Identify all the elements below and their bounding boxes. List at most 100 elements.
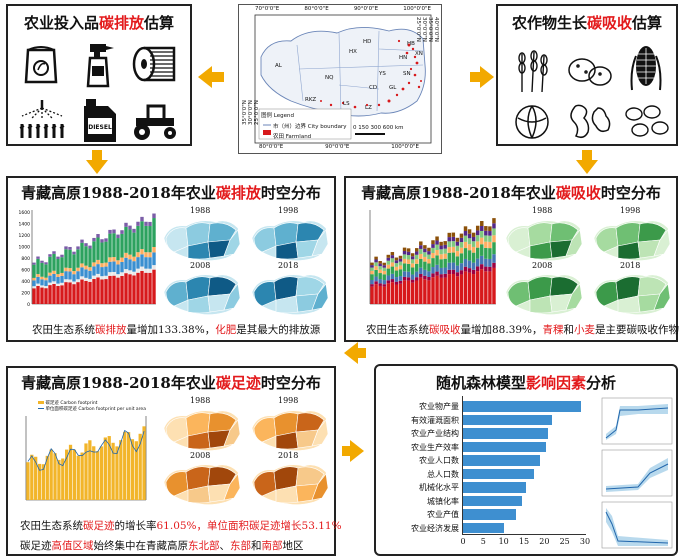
footprint-legend: 碳足迹 Carbon footprint 单位面积碳足迹 Carbon foot…: [38, 400, 146, 412]
emission-bar-segment: [120, 257, 124, 262]
absorption-year-2008: 2008: [532, 261, 553, 270]
absorption-bar-segment: [467, 268, 472, 273]
absorption-bar-segment: [471, 236, 476, 242]
footprint-bar: [126, 432, 131, 500]
potato-icon: [568, 58, 612, 86]
absorption-bar-segment: [394, 281, 399, 285]
emission-bar-segment: [136, 252, 140, 258]
absorption-bar-segment: [406, 251, 411, 256]
emission-bar-segment: [36, 283, 40, 286]
tractor-icon: [134, 104, 176, 140]
emission-bar-segment: [128, 254, 132, 260]
absorption-bar-segment: [488, 235, 492, 242]
absorption-bar-segment: [423, 261, 427, 270]
absorption-map: [505, 274, 583, 315]
emission-bar-segment: [92, 241, 96, 263]
absorption-bar-segment: [390, 266, 395, 274]
emission-bar-segment: [128, 225, 132, 230]
emission-panel-title: 青藏高原1988-2018年农业碳排放时空分布: [21, 184, 321, 202]
absorption-bar-segment: [394, 263, 399, 267]
absorption-bar-segment: [374, 259, 378, 263]
wheat-icon: [518, 50, 548, 93]
footprint-legend-2: 单位面积碳足迹 Carbon footprint per unit area: [38, 406, 146, 412]
absorption-bar-segment: [488, 266, 492, 272]
rf-x-tick-label: 0: [460, 537, 466, 546]
absorption-bar-segment: [492, 218, 496, 224]
absorption-bar-segment: [419, 245, 423, 249]
emission-maps: 1988 1998 2008 2018: [160, 206, 332, 316]
emission-bar-segment: [36, 274, 40, 277]
region-label-xn: XN: [415, 51, 423, 57]
absorption-bar-segment: [480, 244, 484, 256]
emission-map: [251, 220, 329, 261]
emission-bar-segment: [68, 249, 72, 269]
emission-bar-segment: [136, 272, 140, 304]
absorption-bar-segment: [406, 271, 411, 278]
map-left-ticks: 35°0'0"N 30°0'0"N 25°0'0"N: [242, 25, 260, 125]
absorption-bar-segment: [382, 265, 386, 268]
rf-importance-bar: [463, 495, 522, 506]
emission-bar-segment: [44, 286, 48, 289]
emission-bar-segment: [104, 279, 108, 304]
footprint-bar: [41, 464, 46, 500]
emission-bar-segment: [100, 279, 104, 304]
random-forest-panel: 随机森林模型影响因素分析 农业物产量 有效灌溉面积 农业产业结构 农业生产效率 农业人口…: [374, 364, 678, 556]
emission-bar-segment: [112, 271, 116, 276]
absorption-bar-segment: [492, 235, 496, 243]
emission-bar-segment: [144, 257, 148, 269]
absorption-bar-segment: [402, 254, 407, 259]
diesel-can-icon: DIESEL: [84, 99, 116, 142]
absorption-bar-segment: [398, 265, 403, 270]
emission-bar-segment: [96, 259, 100, 265]
emission-bar-segment: [44, 280, 48, 287]
absorption-bar-segment: [484, 266, 488, 272]
absorption-bar-segment: [419, 258, 423, 268]
emission-y-tick-label: 1600: [19, 210, 31, 216]
footprint-bar-line-chart: [25, 416, 147, 501]
footprint-map: [163, 464, 241, 505]
absorption-bar-segment: [435, 244, 439, 250]
absorption-bar-segment: [415, 248, 419, 252]
emission-bar-segment: [32, 280, 36, 287]
emission-bar-segment: [56, 285, 60, 304]
absorption-bar-segment: [406, 280, 411, 304]
emission-bar-segment: [36, 285, 40, 304]
emission-bar-segment: [60, 254, 64, 258]
emission-bar-segment: [132, 275, 136, 304]
absorption-bar-segment: [382, 286, 386, 304]
footprint-map: [251, 410, 329, 451]
footprint-bar: [88, 440, 92, 500]
absorption-bar-segment: [451, 246, 456, 253]
emission-bar-segment: [96, 237, 100, 260]
absorption-bar-segment: [467, 260, 472, 269]
region-label-al: AL: [275, 63, 282, 69]
emission-bar-segment: [84, 265, 88, 270]
emission-bar-segment: [144, 225, 148, 253]
absorption-bar-segment: [431, 252, 435, 259]
emission-bar-segment: [44, 277, 48, 281]
absorption-bar-segment: [492, 262, 496, 268]
rf-factor-label: 有效灌溉面积: [411, 415, 459, 425]
emission-bar-segment: [128, 270, 132, 275]
emission-map-region: [311, 283, 329, 311]
emission-bar-segment: [48, 275, 52, 283]
absorption-bar-segment: [435, 264, 439, 272]
absorption-bar-segment: [398, 283, 403, 304]
absorption-bar-segment: [419, 267, 423, 274]
absorption-bar-segment: [455, 237, 460, 242]
absorption-bar-segment: [484, 235, 488, 242]
absorption-bar-segment: [378, 279, 382, 284]
arrow-to-rf-stem: [342, 446, 352, 456]
footprint-map-region: [311, 419, 329, 447]
footprint-map-grid: [163, 410, 329, 505]
absorption-bar-segment: [447, 262, 451, 270]
arrow-down-right: [576, 160, 598, 174]
absorption-bar-segment: [443, 241, 447, 245]
absorption-map: [593, 220, 671, 261]
absorption-bar-segment: [390, 258, 395, 263]
absorption-bar-segment: [427, 251, 431, 255]
absorption-bar-segment: [378, 269, 382, 274]
absorption-bar-segment: [382, 274, 386, 281]
scale-bar-text: 0 150 300 600: [353, 125, 394, 131]
rf-importance-bar: [463, 401, 581, 412]
